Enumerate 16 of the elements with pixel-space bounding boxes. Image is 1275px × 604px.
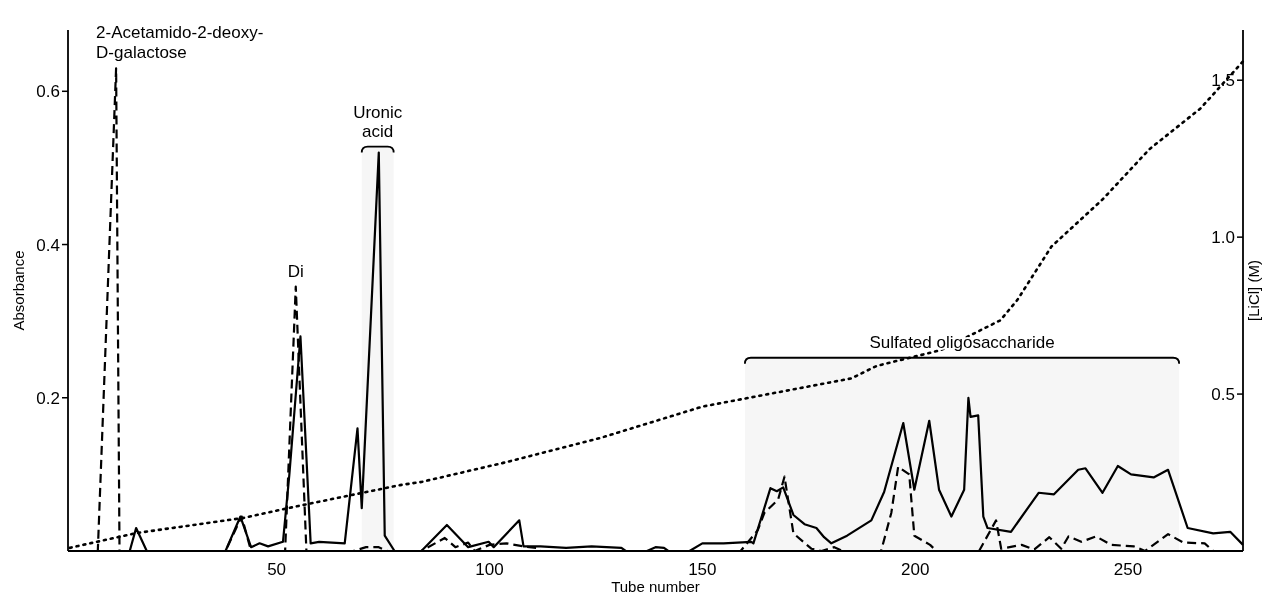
annotation: 2-Acetamido-2-deoxy- D-galactose bbox=[96, 23, 264, 63]
y-tick-label: 0.4 bbox=[36, 235, 60, 255]
y2-axis-title: [LiCl] (M) bbox=[1245, 260, 1262, 321]
annotation: Di bbox=[287, 261, 304, 281]
x-tick-label: 50 bbox=[267, 560, 287, 579]
x-tick-label: 250 bbox=[1113, 560, 1143, 579]
y2-tick-label: 1.0 bbox=[1211, 228, 1235, 248]
y-tick-label: 0.2 bbox=[36, 388, 60, 408]
x-axis-title: Tube number bbox=[611, 578, 700, 595]
band-label: Uronic acid bbox=[353, 102, 403, 141]
y-axis-title: Absorbance bbox=[10, 250, 27, 331]
x-tick-label: 100 bbox=[475, 560, 504, 579]
y2-tick-label: 0.5 bbox=[1211, 385, 1235, 405]
y-tick-label: 0.6 bbox=[36, 82, 60, 102]
x-tick-label: 150 bbox=[688, 560, 717, 579]
x-tick-label: 200 bbox=[901, 560, 930, 579]
